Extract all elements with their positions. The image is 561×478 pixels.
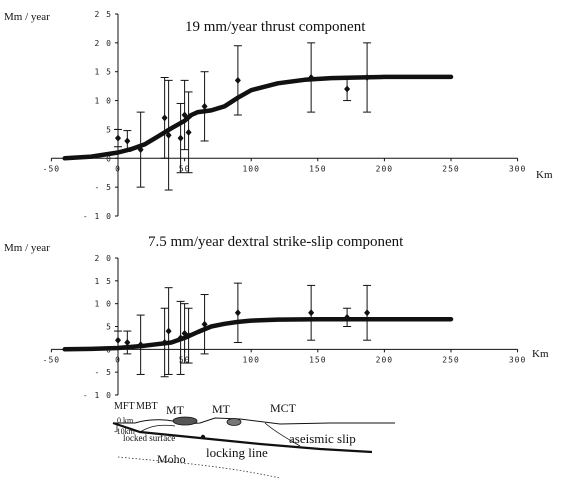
label-aseismic-slip: aseismic slip [289, 431, 356, 446]
strike-slip-component-chart: Mm / year 7.5 mm/year dextral strike-sli… [4, 234, 549, 400]
data-point [177, 334, 184, 342]
label-mft: MFT [114, 401, 135, 412]
data-point [234, 76, 241, 84]
data-point [124, 137, 131, 145]
locking-line-point [200, 434, 206, 440]
x-tick-label: 250 [442, 164, 459, 173]
data-point [308, 73, 315, 81]
x-tick-label: -50 [43, 164, 60, 173]
data-point [161, 114, 168, 122]
data-point [165, 327, 172, 335]
data-point [124, 338, 131, 346]
x-tick-label: 100 [242, 355, 259, 364]
data-point [201, 102, 208, 110]
data-point [364, 309, 371, 317]
moho-line [117, 456, 281, 478]
data-point [137, 341, 144, 349]
mbt-fault [139, 424, 176, 433]
chart2-x-axis-label: Km [532, 348, 549, 360]
data-point [308, 309, 315, 317]
x-tick-label: 100 [242, 164, 259, 173]
label-mt-2: MT [212, 402, 231, 416]
data-point [115, 336, 121, 344]
data-point [161, 338, 168, 346]
chart1-x-axis-label: Km [536, 169, 553, 181]
y-tick-label: 2 0 [95, 39, 112, 48]
x-tick-label: 250 [442, 355, 459, 364]
data-point [364, 73, 371, 81]
label-locked-surface: locked surface [123, 433, 175, 443]
data-point [185, 128, 192, 136]
y-tick-label: 2 5 [95, 10, 112, 19]
model-curve [62, 74, 454, 161]
label-mt-1: MT [166, 403, 185, 417]
label-mbt: MBT [136, 401, 158, 412]
model-curve [62, 316, 454, 352]
y-tick-label: 0 [106, 154, 112, 163]
label-moho: Moho [157, 452, 186, 466]
x-tick-label: -50 [43, 355, 60, 364]
data-point [344, 85, 351, 93]
x-tick-label: 200 [376, 355, 393, 364]
x-tick-label: 200 [376, 164, 393, 173]
x-tick-label: 50 [179, 164, 191, 173]
data-point [234, 309, 241, 317]
label-minus-10km: -10km [114, 427, 136, 436]
data-point [115, 134, 121, 142]
y-tick-label: 5 [106, 323, 112, 332]
x-tick-label: 150 [309, 164, 326, 173]
chart1-y-axis-label: Mm / year [4, 11, 50, 23]
y-tick-label: - 1 0 [83, 212, 112, 221]
y-tick-label: 1 5 [95, 68, 112, 77]
y-tick-label: 2 0 [95, 254, 112, 263]
y-tick-label: 1 0 [95, 97, 112, 106]
x-tick-label: 0 [115, 355, 121, 364]
y-tick-label: 5 [106, 125, 112, 134]
y-tick-label: - 5 [95, 368, 112, 377]
y-tick-label: - 1 0 [83, 391, 112, 400]
data-point [137, 146, 144, 154]
y-tick-label: - 5 [95, 183, 112, 192]
mct-fault [264, 422, 301, 447]
label-mct: MCT [270, 401, 297, 415]
x-tick-label: 300 [509, 355, 526, 364]
chart2-y-axis-label: Mm / year [4, 242, 50, 254]
data-point [165, 131, 172, 139]
data-point [181, 111, 188, 119]
data-point [185, 332, 192, 340]
cross-section-diagram: MFT MBT MT MT MCT 0 km -10km locked surf… [112, 401, 395, 478]
data-point [201, 320, 208, 328]
chart1-title: 19 mm/year thrust component [185, 19, 366, 35]
main-himalayan-thrust [112, 421, 373, 454]
chart2-title: 7.5 mm/year dextral strike-slip componen… [148, 234, 404, 250]
data-point [177, 134, 184, 142]
label-zero-km: 0 km [117, 416, 134, 425]
x-tick-label: 150 [309, 355, 326, 364]
x-tick-label: 300 [509, 164, 526, 173]
label-locking-line: locking line [206, 445, 268, 460]
y-tick-label: 1 5 [95, 277, 112, 286]
thrust-component-chart: Mm / year 19 mm/year thrust component Km… [4, 10, 553, 221]
data-point [344, 313, 351, 321]
mt-klippe-1 [172, 416, 198, 426]
x-tick-label: 0 [115, 164, 121, 173]
mt-klippe-2 [226, 418, 242, 426]
y-tick-label: 1 0 [95, 300, 112, 309]
